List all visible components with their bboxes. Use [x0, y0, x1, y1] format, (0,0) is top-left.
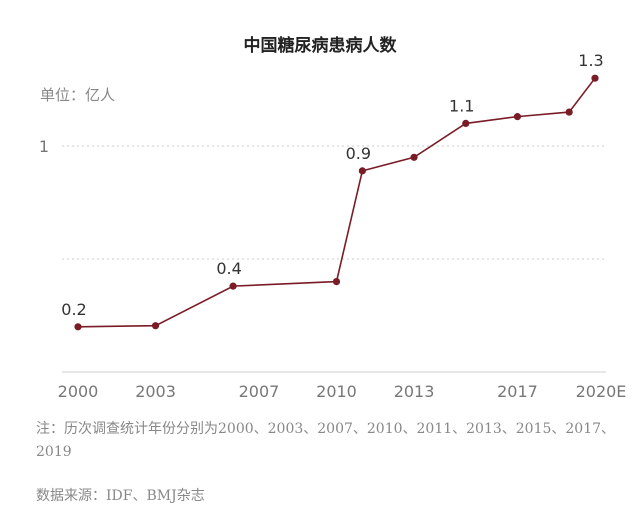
- data-point: [151, 322, 160, 330]
- y-tick-label: 1: [39, 137, 49, 156]
- data-point: [358, 167, 366, 175]
- x-tick-label: 2000: [58, 382, 99, 401]
- data-point: [410, 153, 418, 161]
- footnote: 注：历次调查统计年份分别为2000、2003、2007、2010、2011、20…: [36, 421, 616, 460]
- data-point: [332, 278, 341, 286]
- data-point: [229, 282, 237, 290]
- data-source: 数据来源：IDF、BMJ杂志: [36, 488, 205, 504]
- data-label: 1.3: [578, 51, 603, 70]
- x-tick-label: 2017: [497, 382, 538, 401]
- x-tick-label: 2007: [239, 382, 280, 401]
- data-point: [74, 323, 82, 331]
- data-label: 0.4: [216, 259, 241, 278]
- series-line: [77, 77, 596, 328]
- x-tick-label: 2020E: [576, 382, 627, 401]
- data-point: [462, 119, 470, 127]
- data-label: 0.9: [346, 144, 371, 163]
- data-point: [591, 74, 599, 82]
- x-tick-label: 2003: [135, 382, 176, 401]
- data-point: [513, 113, 522, 121]
- x-tick-label: 2010: [316, 382, 357, 401]
- data-label: 0.2: [61, 300, 86, 319]
- data-point: [565, 108, 573, 116]
- data-label: 1.1: [449, 96, 474, 115]
- unit-label: 单位：亿人: [40, 86, 115, 104]
- x-tick-label: 2013: [394, 382, 435, 401]
- chart-title: 中国糖尿病患病人数: [244, 35, 398, 56]
